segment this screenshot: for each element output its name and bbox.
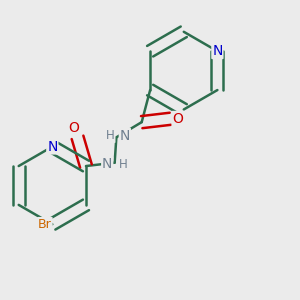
Text: H: H — [106, 129, 115, 142]
Text: N: N — [102, 158, 112, 171]
Text: N: N — [212, 44, 223, 58]
Text: N: N — [120, 129, 130, 142]
Text: O: O — [172, 112, 183, 126]
Text: H: H — [119, 158, 128, 171]
Text: O: O — [69, 121, 80, 135]
Text: N: N — [47, 140, 58, 154]
Text: Br: Br — [38, 218, 52, 231]
